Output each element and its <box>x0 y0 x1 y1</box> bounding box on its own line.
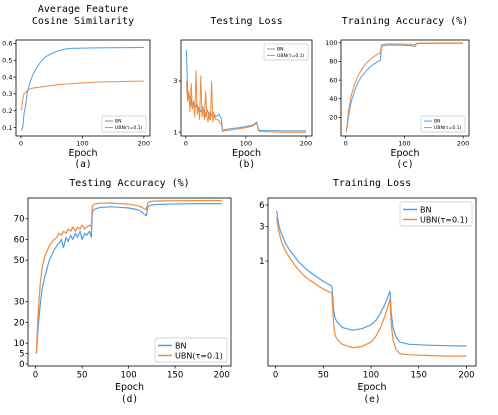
x-tick-label: 0 <box>184 140 188 148</box>
y-tick-label: 30 <box>14 298 25 308</box>
plot-frame <box>15 39 151 137</box>
chart-d: Testing Accuracy (%)0 50 100 150 20005102030… <box>14 178 232 405</box>
y-tick-label: 50 <box>14 256 25 266</box>
series-line-ubn <box>345 42 464 132</box>
chart-c: Training Accuracy (%) 0 100 200 20 40 60 80 100 B… <box>325 16 470 170</box>
x-axis-label: Epoch <box>115 382 144 393</box>
x-tick-label: 100 <box>398 140 410 148</box>
y-tick-label: 1 <box>173 128 177 136</box>
plot-frame <box>27 197 232 367</box>
legend-label: BN <box>277 47 284 53</box>
series-line-bn <box>21 46 144 132</box>
legend-label: UBN(τ=0.1) <box>175 351 223 360</box>
panel-label: (a) <box>74 159 91 170</box>
x-tick-label: 100 <box>120 371 136 381</box>
y-tick-label: 0.3 <box>2 90 12 98</box>
y-tick-label: 80 <box>329 58 337 66</box>
series-line-bn <box>35 203 222 354</box>
x-tick-label: 200 <box>214 371 230 381</box>
y-tick-label: 0.5 <box>2 56 12 64</box>
legend-label: UBN(τ=0.1) <box>277 53 305 59</box>
panel-label: (b) <box>238 159 255 170</box>
chart-title: Training Loss <box>333 178 411 189</box>
chart-title: Cosine Similarity <box>32 16 134 27</box>
y-tick-label: 0 <box>19 360 24 370</box>
x-tick-label: 50 <box>318 371 329 381</box>
y-tick-label: 1 <box>259 257 264 267</box>
y-tick-label: 60 <box>14 235 25 245</box>
y-tick-label: 10 <box>14 339 25 349</box>
x-tick-label: 0 <box>19 140 23 148</box>
panel-label: (c) <box>396 159 413 170</box>
x-axis-label: Epoch <box>390 148 419 159</box>
plot-frame <box>267 197 477 367</box>
chart-title: Testing Accuracy (%) <box>69 178 189 189</box>
y-tick-label: 3 <box>259 223 264 233</box>
legend-box <box>154 337 228 363</box>
x-tick-label: 200 <box>300 140 312 148</box>
legend-label: BN <box>420 205 431 214</box>
series-line-ubn <box>21 80 144 111</box>
plot-frame <box>340 39 470 137</box>
x-tick-label: 150 <box>167 371 183 381</box>
x-axis-label: Epoch <box>232 148 261 159</box>
series-line-bn <box>276 210 467 347</box>
panel-label: (e) <box>363 394 380 405</box>
x-axis-label: Epoch <box>68 148 97 159</box>
x-tick-label: 0 <box>344 140 348 148</box>
x-axis-label: Epoch <box>357 382 386 393</box>
y-tick-label: 70 <box>14 215 25 225</box>
legend-label: BN <box>434 119 441 125</box>
x-tick-label: 200 <box>138 140 150 148</box>
chart-e: Training Loss 0 50 100 150 200 1 3 6 BNUBN(τ=0.1)… <box>259 178 477 405</box>
legend-box <box>399 201 473 227</box>
y-tick-label: 60 <box>329 76 337 84</box>
x-tick-label: 100 <box>76 140 88 148</box>
chart-title: Average Feature <box>38 4 128 15</box>
legend-label: UBN(τ=0.1) <box>115 125 143 131</box>
plot-frame <box>180 39 313 137</box>
y-tick-label: 100 <box>325 39 337 47</box>
y-tick-label: 5 <box>19 350 24 360</box>
legend-label: BN <box>175 341 186 350</box>
y-tick-label: 3 <box>173 77 177 85</box>
x-tick-label: 150 <box>411 371 427 381</box>
x-tick-label: 100 <box>363 371 379 381</box>
y-tick-label: 0.1 <box>2 124 12 132</box>
chart-title: Testing Loss <box>210 16 282 27</box>
x-tick-label: 0 <box>33 371 38 381</box>
panel-label: (d) <box>121 394 138 405</box>
y-tick-label: 0.2 <box>2 107 12 115</box>
x-tick-label: 200 <box>457 140 469 148</box>
chart-title: Training Accuracy (%) <box>342 16 468 27</box>
legend-label: UBN(τ=0.1) <box>420 215 468 224</box>
x-tick-label: 0 <box>273 371 278 381</box>
x-tick-label: 100 <box>240 140 252 148</box>
legend-label: BN <box>115 119 122 125</box>
y-tick-label: 0.4 <box>2 73 12 81</box>
y-tick-label: 40 <box>329 95 337 103</box>
series-line-ubn <box>276 217 467 357</box>
y-tick-label: 20 <box>329 114 337 122</box>
series-line-ubn <box>185 70 306 133</box>
x-tick-label: 50 <box>77 371 88 381</box>
x-tick-label: 200 <box>458 371 474 381</box>
y-tick-label: 6 <box>259 201 264 211</box>
y-tick-label: 0.6 <box>2 40 12 48</box>
y-tick-label: 20 <box>14 318 25 328</box>
series-line-ubn <box>35 199 222 352</box>
legend-label: UBN(τ=0.1) <box>434 125 462 131</box>
